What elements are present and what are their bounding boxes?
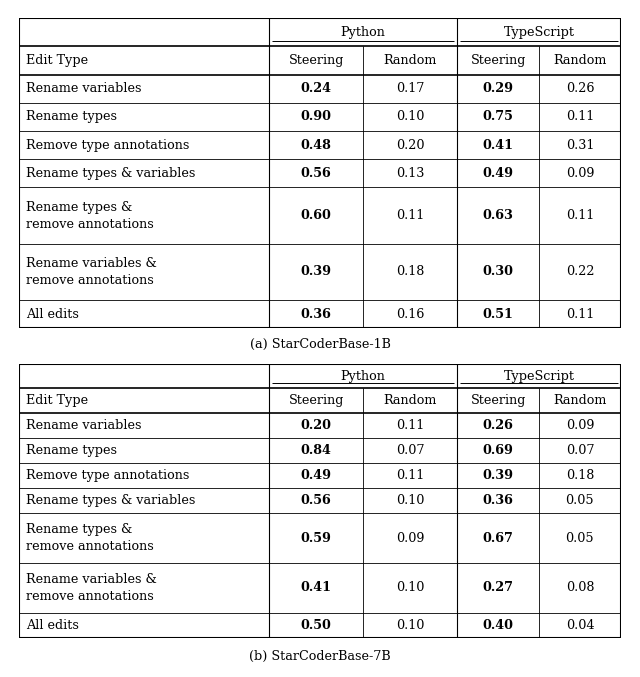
Text: Rename variables &
remove annotations: Rename variables & remove annotations	[26, 573, 157, 603]
Text: Steering: Steering	[289, 54, 344, 67]
Text: 0.26: 0.26	[483, 419, 513, 433]
Text: 0.22: 0.22	[566, 265, 594, 278]
Text: 0.69: 0.69	[483, 444, 513, 457]
Text: 0.24: 0.24	[301, 82, 332, 95]
Text: 0.05: 0.05	[566, 531, 594, 544]
Text: Random: Random	[383, 54, 437, 67]
Text: Rename variables: Rename variables	[26, 419, 142, 433]
Text: 0.11: 0.11	[396, 209, 424, 222]
Text: 0.26: 0.26	[566, 82, 594, 95]
Text: 0.51: 0.51	[483, 308, 513, 321]
Text: Steering: Steering	[470, 54, 526, 67]
Text: 0.07: 0.07	[396, 444, 424, 457]
Text: Rename types: Rename types	[26, 444, 117, 457]
Text: 0.10: 0.10	[396, 582, 424, 594]
Text: 0.41: 0.41	[483, 139, 513, 152]
Text: 0.50: 0.50	[301, 619, 332, 632]
Text: Steering: Steering	[470, 395, 526, 408]
Text: 0.41: 0.41	[301, 582, 332, 594]
Text: 0.60: 0.60	[301, 209, 332, 222]
Text: 0.56: 0.56	[301, 167, 332, 180]
Text: Remove type annotations: Remove type annotations	[26, 469, 190, 482]
Text: 0.18: 0.18	[396, 265, 424, 278]
Text: Rename types &
remove annotations: Rename types & remove annotations	[26, 200, 154, 231]
Text: Rename types &
remove annotations: Rename types & remove annotations	[26, 523, 154, 553]
Text: 0.07: 0.07	[566, 444, 594, 457]
Text: Rename types: Rename types	[26, 110, 117, 123]
Text: 0.04: 0.04	[566, 619, 594, 632]
Text: (a) StarCoderBase-1B: (a) StarCoderBase-1B	[250, 338, 390, 351]
Text: 0.11: 0.11	[566, 110, 594, 123]
Text: 0.90: 0.90	[301, 110, 332, 123]
Text: Rename types & variables: Rename types & variables	[26, 494, 196, 507]
Text: 0.49: 0.49	[301, 469, 332, 482]
Text: 0.75: 0.75	[483, 110, 513, 123]
Text: 0.10: 0.10	[396, 110, 424, 123]
Text: Remove type annotations: Remove type annotations	[26, 139, 190, 152]
Text: Steering: Steering	[289, 395, 344, 408]
Text: Random: Random	[383, 395, 437, 408]
Text: 0.09: 0.09	[566, 419, 594, 433]
Text: 0.11: 0.11	[396, 419, 424, 433]
Text: 0.40: 0.40	[483, 619, 513, 632]
Text: 0.09: 0.09	[396, 531, 424, 544]
Text: All edits: All edits	[26, 619, 79, 632]
Text: 0.05: 0.05	[566, 494, 594, 507]
Text: 0.67: 0.67	[483, 531, 513, 544]
Text: Rename variables: Rename variables	[26, 82, 142, 95]
Text: 0.36: 0.36	[483, 494, 513, 507]
Text: 0.13: 0.13	[396, 167, 424, 180]
Text: 0.59: 0.59	[301, 531, 332, 544]
Text: 0.31: 0.31	[566, 139, 594, 152]
Text: 0.56: 0.56	[301, 494, 332, 507]
Text: (b) StarCoderBase-7B: (b) StarCoderBase-7B	[249, 649, 391, 663]
Text: Rename variables &
remove annotations: Rename variables & remove annotations	[26, 257, 157, 287]
Text: 0.30: 0.30	[483, 265, 513, 278]
Text: 0.39: 0.39	[301, 265, 332, 278]
Text: 0.10: 0.10	[396, 494, 424, 507]
Text: 0.48: 0.48	[301, 139, 332, 152]
Text: 0.18: 0.18	[566, 469, 594, 482]
Text: All edits: All edits	[26, 308, 79, 321]
Text: 0.27: 0.27	[483, 582, 513, 594]
Text: 0.11: 0.11	[396, 469, 424, 482]
Text: TypeScript: TypeScript	[504, 370, 575, 383]
Text: 0.09: 0.09	[566, 167, 594, 180]
Text: TypeScript: TypeScript	[504, 26, 575, 39]
Text: Edit Type: Edit Type	[26, 395, 88, 408]
Text: Rename types & variables: Rename types & variables	[26, 167, 196, 180]
Text: 0.20: 0.20	[396, 139, 424, 152]
Text: 0.84: 0.84	[301, 444, 332, 457]
Text: Python: Python	[340, 370, 385, 383]
Text: 0.11: 0.11	[566, 209, 594, 222]
Text: Random: Random	[553, 54, 607, 67]
Text: 0.08: 0.08	[566, 582, 594, 594]
Text: Python: Python	[340, 26, 385, 39]
Text: 0.11: 0.11	[566, 308, 594, 321]
Text: 0.10: 0.10	[396, 619, 424, 632]
Text: 0.36: 0.36	[301, 308, 332, 321]
Text: Random: Random	[553, 395, 607, 408]
Text: 0.29: 0.29	[483, 82, 513, 95]
Text: 0.63: 0.63	[483, 209, 513, 222]
Text: 0.39: 0.39	[483, 469, 513, 482]
Text: Edit Type: Edit Type	[26, 54, 88, 67]
Text: 0.49: 0.49	[483, 167, 513, 180]
Text: 0.20: 0.20	[301, 419, 332, 433]
Text: 0.16: 0.16	[396, 308, 424, 321]
Text: 0.17: 0.17	[396, 82, 424, 95]
